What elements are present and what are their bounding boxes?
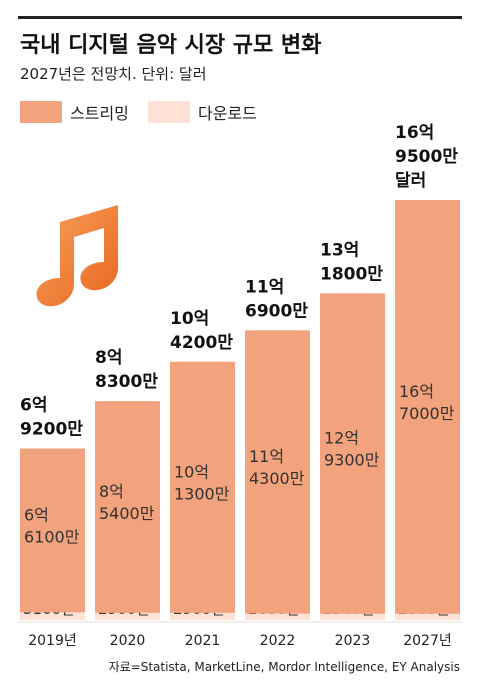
value-label: 12억 9300만 [324, 429, 380, 470]
value-label: 11억 4300만 [249, 447, 305, 488]
x-tick-label: 2023 [335, 633, 371, 649]
bar-streaming [395, 200, 460, 614]
value-label: 6억 6100만 [24, 505, 80, 546]
bar-download [20, 612, 85, 620]
bar-streaming [245, 330, 310, 614]
bar-cap [95, 401, 160, 412]
bar-streaming [320, 293, 385, 614]
x-tick-label: 2020 [110, 633, 146, 649]
bar-download [395, 613, 460, 620]
chart-title: 국내 디지털 음악 시장 규모 변화 [20, 33, 321, 58]
legend-label: 다운로드 [198, 104, 257, 123]
x-tick-label: 2027년 [403, 633, 452, 649]
bar-cap [20, 448, 85, 459]
bar-download [320, 613, 385, 620]
total-label: 6억 9200만 [20, 396, 83, 440]
total-label: 8억 8300만 [95, 348, 158, 392]
bar-streaming [170, 361, 235, 613]
value-label: 8억 5400만 [99, 482, 155, 523]
legend-swatch [20, 101, 62, 123]
bar-cap [245, 330, 310, 341]
x-tick-label: 2021 [185, 633, 221, 649]
bar-download [170, 612, 235, 620]
bar-cap [320, 293, 385, 304]
value-label: 10억 1300만 [174, 462, 230, 503]
bar-download [245, 613, 310, 620]
total-label: 10억 4200만 [170, 309, 233, 353]
chart-subtitle: 2027년은 전망치. 단위: 달러 [20, 65, 207, 83]
top-rule [18, 16, 462, 19]
x-tick-label: 2019년 [28, 633, 77, 649]
bar-cap [170, 361, 235, 372]
source: 자료=Statista, MarketLine, Mordor Intellig… [109, 660, 460, 674]
bar-streaming [95, 401, 160, 613]
value-label: 16억 7000만 [399, 382, 455, 423]
total-label: 13억 1800만 [320, 240, 383, 284]
bar-download [95, 612, 160, 620]
bar-streaming [20, 448, 85, 613]
x-tick-label: 2022 [260, 633, 296, 649]
music-note [36, 205, 118, 307]
bar-cap [395, 200, 460, 210]
legend-swatch [148, 101, 190, 123]
total-label: 11억 6900만 [245, 277, 308, 321]
legend-label: 스트리밍 [70, 104, 129, 123]
total-label: 16억 9500만 달러 [395, 123, 458, 191]
